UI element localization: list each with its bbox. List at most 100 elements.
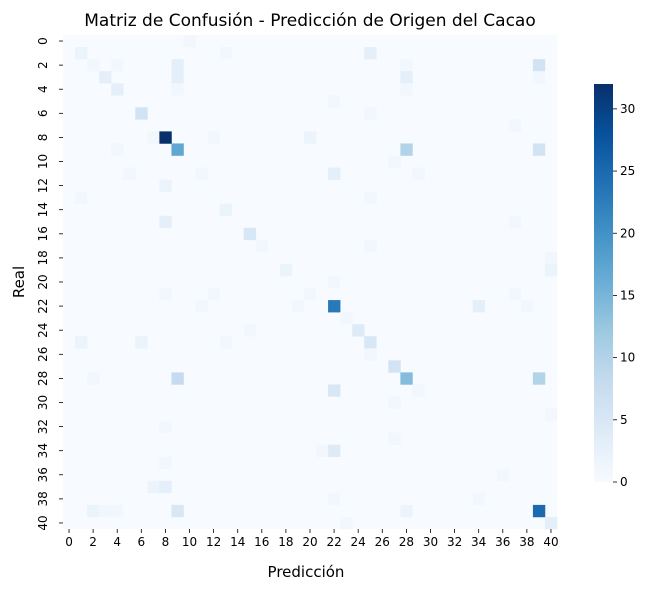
x-tick-label: 8 [162,535,170,549]
y-tick-label: 28 [36,371,50,386]
heatmap-cell [544,408,558,421]
y-tick-label: 40 [36,515,50,530]
heatmap-cell [171,372,184,385]
heatmap-cell [328,95,341,108]
heatmap-cell [388,155,401,168]
y-tick-label: 22 [36,298,50,313]
heatmap-cell [400,372,413,385]
heatmap-cell [496,468,510,482]
heatmap-cell [147,480,160,494]
heatmap-cell [123,167,136,180]
y-tick-label: 8 [36,134,50,142]
heatmap-cell [87,504,100,518]
y-axis-label: Real [10,266,28,298]
heatmap-cell [219,336,232,349]
heatmap-cell [171,143,184,156]
x-tick-label: 20 [302,535,317,549]
y-tick-label: 20 [36,274,50,289]
x-tick-label: 4 [113,535,121,549]
heatmap-cell [303,131,317,144]
heatmap-cell [544,251,558,265]
x-tick-label: 10 [182,535,197,549]
heatmap-cell [328,444,341,458]
heatmap-cell [352,324,365,337]
heatmap-cell [472,492,486,506]
heatmap-cell [328,384,341,397]
y-tick-label: 24 [36,323,50,338]
heatmap-cell [532,59,546,72]
heatmap-cell [532,372,546,385]
y-tick-label: 4 [36,85,50,93]
x-tick-label: 16 [254,535,269,549]
y-tick-label: 38 [36,491,50,506]
heatmap-cell [183,35,196,48]
heatmap-cell [532,71,546,84]
heatmap-cell [75,191,88,204]
x-tick-label: 36 [495,535,510,549]
heatmap-grid [63,35,558,530]
heatmap-cell [400,59,413,72]
heatmap-cell [544,516,558,530]
heatmap-cell [171,71,184,84]
heatmap-cell [195,167,208,180]
heatmap-cell [159,131,172,144]
heatmap-cell [364,348,377,361]
heatmap-cell [75,47,88,60]
heatmap-cell [99,71,112,84]
heatmap-cell [219,203,232,217]
heatmap-cell [243,227,257,241]
heatmap-cell [171,504,184,518]
x-tick-label: 24 [351,535,366,549]
heatmap-cell [532,504,546,518]
x-tick-label: 22 [326,535,341,549]
heatmap-cell [87,372,100,385]
heatmap-cell [159,288,172,301]
heatmap-cell [303,288,317,301]
x-tick-label: 14 [230,535,245,549]
y-tick-label: 34 [36,443,50,458]
y-tick-label: 36 [36,467,50,482]
heatmap-cell [135,107,148,120]
y-tick-label: 30 [36,395,50,410]
heatmap-cell [340,516,353,530]
heatmap-cell [508,215,522,229]
x-axis-label: Predicción [268,563,345,581]
chart-title: Matriz de Confusión - Predicción de Orig… [84,11,536,31]
x-tick-label: 0 [65,535,73,549]
heatmap-cell [279,263,293,277]
heatmap-cell [291,300,305,313]
colorbar-tick-label: 0 [620,475,628,489]
heatmap-cell [219,47,232,60]
heatmap-cell [520,300,534,313]
y-tick-label: 18 [36,250,50,265]
x-tick-label: 2 [89,535,97,549]
heatmap-cell [111,143,124,156]
heatmap-cell [328,167,341,180]
heatmap-cell [388,360,401,373]
heatmap-cell [340,312,353,325]
x-tick-label: 6 [137,535,145,549]
heatmap-cell [75,336,88,349]
x-tick-label: 38 [519,535,534,549]
heatmap-cell [400,83,413,96]
heatmap-cell [544,263,558,277]
heatmap-cell [328,492,341,506]
y-tick-label: 14 [36,202,50,217]
heatmap-cell [171,83,184,96]
colorbar-tick-label: 5 [620,413,628,427]
x-tick-label: 18 [278,535,293,549]
heatmap-cell [388,396,401,409]
y-tick-label: 0 [36,37,50,45]
heatmap-cell [99,504,112,518]
x-tick-label: 32 [447,535,462,549]
heatmap-cell [400,143,413,156]
colorbar-tick-label: 25 [620,164,635,178]
heatmap-cell [328,300,341,313]
y-tick-label: 6 [36,109,50,117]
colorbar-tick-label: 20 [620,226,635,240]
heatmap-cell [159,456,172,470]
heatmap-cell [472,300,486,313]
heatmap-cell [532,143,546,156]
